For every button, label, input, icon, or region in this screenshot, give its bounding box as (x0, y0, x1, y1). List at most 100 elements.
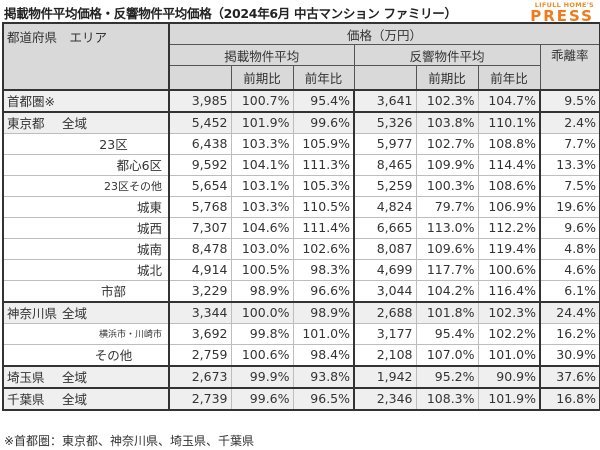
listed-qoq-cell: 99.8% (230, 322, 294, 345)
listed-price-cell: 5,768 (168, 195, 232, 218)
prefecture-cell (2, 322, 59, 345)
inquiry-price-cell: 1,942 (353, 364, 417, 388)
divergence-rate-cell: 16.2% (539, 322, 600, 345)
divergence-rate-cell: 24.4% (539, 300, 600, 324)
inquiry-yoy-header: 前年比 (477, 65, 541, 91)
area-cell: 都心6区 (59, 153, 171, 176)
prefecture-cell (2, 237, 59, 260)
prefecture-cell (2, 195, 59, 218)
divergence-rate-cell: 7.7% (539, 132, 600, 155)
inquiry-yoy-cell: 112.2% (477, 216, 542, 239)
listed-qoq-header: 前期比 (230, 65, 294, 91)
footnote: ※首都圏：東京都、神奈川県、埼玉県、千葉県 (4, 434, 255, 448)
table-row: その他 2,759 100.6% 98.4% 2,108 107.0% 101.0% 30.9… (2, 343, 600, 366)
table-row: 首都圏※ 3,985 100.7% 95.4% 3,641 102.3% 104.7% 9.5… (2, 88, 600, 112)
listed-qoq-cell: 100.6% (230, 343, 294, 366)
listed-price-cell: 5,452 (168, 110, 232, 134)
listed-price-cell: 3,344 (168, 300, 232, 324)
listed-yoy-cell: 102.6% (292, 237, 356, 260)
inquiry-qoq-cell: 117.7% (415, 258, 479, 281)
price-table: 都道府県 エリア 価格（万円） 掲載物件平均 反響物件平均 乖離率 前期比 前年… (1, 22, 600, 411)
inquiry-price-cell: 5,259 (353, 174, 417, 197)
inquiry-yoy-cell: 108.8% (477, 132, 542, 155)
area-cell: 23区 (59, 132, 171, 155)
inquiry-qoq-cell: 103.8% (415, 110, 479, 134)
inquiry-price-cell: 3,177 (353, 322, 417, 345)
listed-price-cell: 7,307 (168, 216, 232, 239)
logo-wordmark: PRESS (530, 7, 594, 25)
table-row: 城南 8,478 103.0% 102.6% 8,087 109.6% 119.4% 4.8% (2, 237, 600, 260)
area-cell: 全域 (59, 386, 171, 411)
inquiry-price-cell: 2,688 (353, 300, 417, 324)
prefecture-cell (2, 174, 59, 197)
inquiry-price-cell: 2,108 (353, 343, 417, 366)
table-row: 千葉県 全域 2,739 99.6% 96.5% 2,346 108.3% 101.9% 16.… (2, 386, 600, 411)
listed-price-cell: 2,673 (168, 364, 232, 388)
inquiry-yoy-cell: 90.9% (477, 364, 542, 388)
inquiry-price-cell: 5,977 (353, 132, 417, 155)
prefecture-cell (2, 216, 59, 239)
listed-avg-header: 掲載物件平均 (168, 44, 355, 66)
inquiry-price-cell: 4,824 (353, 195, 417, 218)
table-row: 城東 5,768 103.3% 110.5% 4,824 79.7% 106.9% 19.6% (2, 195, 600, 218)
inquiry-yoy-cell: 116.4% (477, 279, 542, 302)
prefecture-cell (2, 132, 59, 155)
listed-yoy-cell: 98.4% (292, 343, 356, 366)
area-cell: 城西 (59, 216, 171, 239)
inquiry-qoq-cell: 109.6% (415, 237, 479, 260)
inquiry-price-cell: 4,699 (353, 258, 417, 281)
listed-qoq-cell: 103.0% (230, 237, 294, 260)
listed-price-cell: 2,759 (168, 343, 232, 366)
area-cell: 全域 (59, 110, 171, 134)
area-header: 都道府県 エリア (1, 22, 171, 91)
listed-price-subheader (168, 65, 232, 91)
divergence-rate-cell: 30.9% (539, 343, 600, 366)
table-row: 城北 4,914 100.5% 98.3% 4,699 117.7% 100.6% 4.6% (2, 258, 600, 281)
brand-logo: LIFULL HOME'S PRESS (530, 1, 594, 24)
listed-yoy-cell: 105.9% (292, 132, 356, 155)
page-title: 掲載物件平均価格・反響物件平均価格（2024年6月 中古マンション ファミリー） (4, 6, 457, 21)
area-cell: その他 (59, 343, 171, 366)
inquiry-price-cell: 3,641 (353, 88, 417, 112)
inquiry-qoq-cell: 102.7% (415, 132, 479, 155)
inquiry-yoy-cell: 119.4% (477, 237, 542, 260)
divergence-rate-cell: 7.5% (539, 174, 600, 197)
listed-price-cell: 2,739 (168, 386, 232, 411)
inquiry-qoq-cell: 104.2% (415, 279, 479, 302)
listed-yoy-cell: 101.0% (292, 322, 356, 345)
divergence-rate-cell: 9.6% (539, 216, 600, 239)
listed-qoq-cell: 103.3% (230, 132, 294, 155)
listed-price-cell: 9,592 (168, 153, 232, 176)
listed-price-cell: 5,654 (168, 174, 232, 197)
area-cell: 城北 (59, 258, 171, 281)
prefecture-cell: 千葉県 (2, 386, 59, 411)
area-cell: 23区その他 (59, 174, 171, 197)
inquiry-avg-header: 反響物件平均 (353, 44, 541, 66)
inquiry-price-cell: 8,465 (353, 153, 417, 176)
listed-price-cell: 3,692 (168, 322, 232, 345)
inquiry-price-subheader (353, 65, 417, 91)
table-row: 埼玉県 全域 2,673 99.9% 93.8% 1,942 95.2% 90.9% 37.6% (2, 364, 600, 388)
divergence-rate-cell: 6.1% (539, 279, 600, 302)
listed-yoy-cell: 98.9% (292, 300, 356, 324)
table-row: 城西 7,307 104.6% 111.4% 6,665 113.0% 112.2% 9.6% (2, 216, 600, 239)
table-row: 神奈川県 全域 3,344 100.0% 98.9% 2,688 101.8% 102.3% 2… (2, 300, 600, 324)
price-group-header: 価格（万円） (168, 22, 600, 45)
inquiry-qoq-header: 前期比 (415, 65, 479, 91)
listed-price-cell: 6,438 (168, 132, 232, 155)
divergence-rate-cell: 2.4% (539, 110, 600, 134)
prefecture-cell: 首都圏※ (2, 88, 59, 112)
listed-yoy-cell: 95.4% (292, 88, 356, 112)
inquiry-qoq-cell: 100.3% (415, 174, 479, 197)
divergence-rate-cell: 4.8% (539, 237, 600, 260)
inquiry-qoq-cell: 113.0% (415, 216, 479, 239)
divergence-rate-cell: 9.5% (539, 88, 600, 112)
area-cell: 城南 (59, 237, 171, 260)
inquiry-qoq-cell: 102.3% (415, 88, 479, 112)
inquiry-yoy-cell: 101.0% (477, 343, 542, 366)
area-cell: 市部 (59, 279, 171, 302)
divergence-rate-cell: 16.8% (539, 386, 600, 411)
inquiry-price-cell: 5,326 (353, 110, 417, 134)
listed-price-cell: 3,985 (168, 88, 232, 112)
inquiry-yoy-cell: 106.9% (477, 195, 542, 218)
